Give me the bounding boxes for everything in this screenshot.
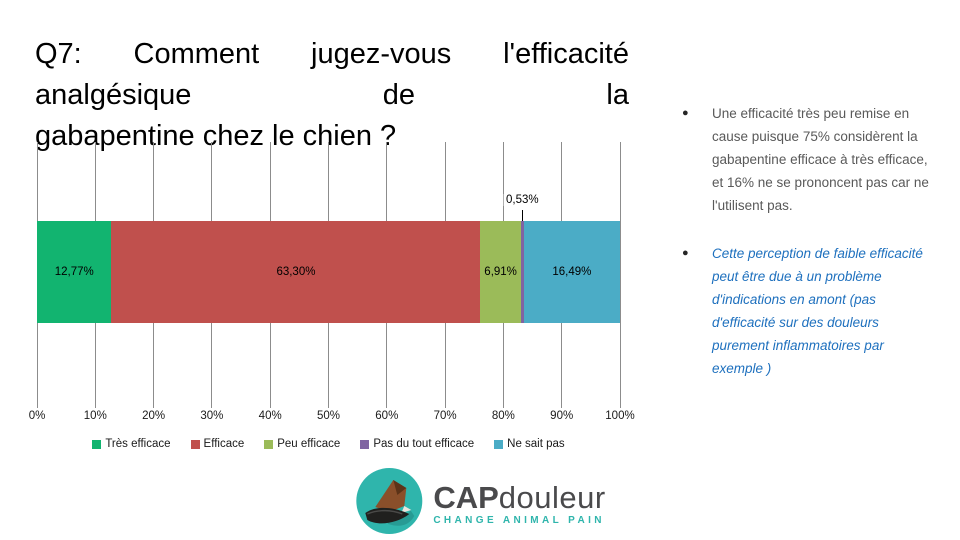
x-axis-tick-label: 40% — [258, 410, 282, 422]
x-axis-tick-label: 60% — [375, 410, 399, 422]
x-axis-tick-label: 20% — [142, 410, 166, 422]
bar-segment-ne-sait-pas: 16,49% — [523, 221, 620, 323]
legend-label: Très efficace — [105, 438, 171, 450]
legend-label: Pas du tout efficace — [373, 438, 475, 450]
legend-swatch-icon — [92, 439, 102, 449]
legend-swatch-icon — [360, 439, 370, 449]
legend-item-ne-sait-pas: Ne sait pas — [494, 438, 565, 450]
chart-legend: Très efficace Efficace Peu efficace Pas du … — [37, 438, 620, 450]
bar-segment-très-efficace: 12,77% — [37, 221, 112, 323]
x-axis-tick-label: 80% — [491, 410, 515, 422]
legend-item-pas-du-tout-efficace: Pas du tout efficace — [360, 438, 474, 450]
x-axis-tick-label: 70% — [433, 410, 457, 422]
legend-swatch-icon — [264, 439, 274, 449]
x-axis-tick-label: 10% — [83, 410, 107, 422]
bar-segment-efficace: 63,30% — [111, 221, 481, 323]
capdouleur-logo-text: CAPdouleur CHANGE ANIMAL PAIN — [433, 479, 606, 526]
bar-segment-pas-du-tout-efficace — [520, 221, 524, 323]
legend-label: Peu efficace — [277, 438, 341, 450]
legend-swatch-icon — [190, 439, 200, 449]
bar-value-label: 16,49% — [552, 266, 592, 278]
x-axis-tick-label: 100% — [605, 410, 635, 422]
note-text-1: Une efficacité très peu remise en cause … — [712, 106, 929, 213]
capdouleur-logo: CAPdouleur CHANGE ANIMAL PAIN — [354, 466, 605, 540]
stacked-bar: 12,77% 63,30% 6,91% 16,49% — [37, 221, 620, 323]
bar-segment-peu-efficace: 6,91% — [480, 221, 521, 323]
notes-panel: ● Une efficacité très peu remise en caus… — [682, 102, 930, 380]
bar-value-label: 6,91% — [484, 266, 517, 278]
note-text-2: Cette perception de faible efficacité pe… — [712, 246, 923, 376]
callout-leader-line — [521, 210, 523, 221]
bullet-icon: ● — [682, 247, 689, 259]
brand-name: CAPdouleur — [433, 479, 606, 515]
legend-label: Ne sait pas — [507, 438, 565, 450]
brand-tagline: CHANGE ANIMAL PAIN — [433, 514, 605, 526]
callout-value-label: 0,53% — [504, 194, 541, 206]
bar-value-label: 63,30% — [276, 266, 316, 278]
x-axis-tick-label: 50% — [316, 410, 341, 422]
x-axis-tick-label: 90% — [550, 410, 574, 422]
gridline — [619, 142, 621, 408]
capdouleur-logo-icon — [354, 466, 424, 540]
stacked-bar-chart: 0% 10% 20% 30% 40% 50% 60% 70% 80% 90% 100% 12,77% 6… — [29, 142, 635, 422]
legend-swatch-icon — [494, 439, 504, 449]
note-item-1: ● Une efficacité très peu remise en caus… — [682, 102, 930, 217]
legend-item-efficace: Efficace — [190, 438, 245, 450]
bar-value-label: 12,77% — [54, 266, 94, 278]
page-title-line1: Q7: Comment jugez-vous l'efficacité anal… — [35, 38, 629, 111]
page-title: Q7: Comment jugez-vous l'efficacité anal… — [35, 34, 629, 157]
bullet-icon: ● — [682, 107, 689, 119]
x-axis-tick-label: 0% — [28, 410, 46, 422]
note-item-2: ● Cette perception de faible efficacité … — [682, 242, 930, 380]
x-axis-tick-label: 30% — [200, 410, 224, 422]
legend-item-très-efficace: Très efficace — [92, 438, 171, 450]
legend-item-peu-efficace: Peu efficace — [264, 438, 340, 450]
legend-label: Efficace — [203, 438, 245, 450]
